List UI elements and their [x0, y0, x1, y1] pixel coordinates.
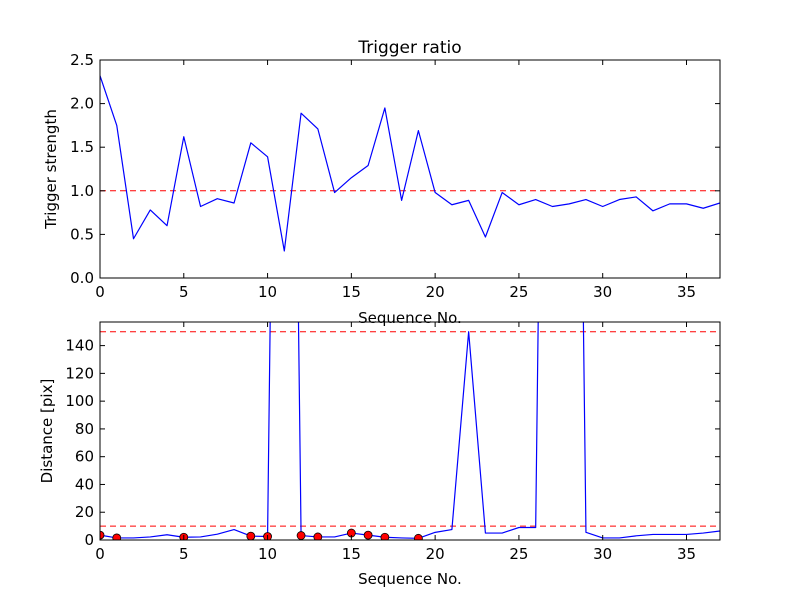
y-tick-label: 40	[75, 475, 94, 493]
x-tick-label: 15	[342, 283, 361, 301]
y-tick-label: 1.5	[70, 138, 94, 156]
x-tick-label: 15	[342, 545, 361, 563]
data-point	[380, 532, 390, 540]
y-tick-label: 20	[75, 503, 94, 521]
data-point	[100, 530, 105, 540]
data-point	[112, 533, 122, 540]
axes-frame	[99, 59, 721, 279]
y-tick-label: 120	[65, 364, 94, 382]
x-tick-label: 10	[258, 545, 277, 563]
y-tick-label: 2.0	[70, 95, 94, 113]
chart-title: Trigger ratio	[357, 38, 461, 58]
distance-chart: 0 5 10 15 20 25 30 35 0 20 40 60 80 100 120 140 Sequenc…	[38, 321, 721, 588]
y-tick-label: 0	[84, 531, 94, 549]
x-tick-label: 25	[509, 545, 528, 563]
x-tick-label: 30	[593, 283, 612, 301]
y-axis-label: Trigger strength	[42, 109, 60, 230]
x-tick-label: 5	[179, 545, 189, 563]
y-tick-label: 140	[65, 337, 94, 355]
x-tick-label: 5	[179, 283, 189, 301]
x-tick-label: 0	[95, 283, 105, 301]
x-tick-label: 35	[677, 545, 696, 563]
y-tick-label: 1.0	[70, 182, 94, 200]
plot-area	[100, 322, 720, 540]
data-point	[246, 531, 256, 540]
data-point	[296, 531, 306, 540]
data-point	[363, 530, 373, 540]
y-tick-label: 80	[75, 420, 94, 438]
x-tick-label: 30	[593, 545, 612, 563]
y-axis-label: Distance [pix]	[38, 379, 56, 484]
data-point	[313, 532, 323, 540]
tick-group: 0 5 10 15 20 25 30 35 0 20 40 60 80 100 120 140	[65, 322, 720, 563]
data-point	[413, 533, 423, 540]
y-tick-label: 0.5	[70, 225, 94, 243]
trigger-ratio-chart: Trigger ratio 0 5 10 15 20 25 30 35 0.0 0.5 1.0 1.5…	[42, 38, 721, 327]
x-axis-label: Sequence No.	[358, 570, 462, 588]
x-tick-label: 25	[509, 283, 528, 301]
series-line-0	[100, 322, 720, 539]
tick-group: 0 5 10 15 20 25 30 35 0.0 0.5 1.0 1.5 2.0 2.5	[70, 51, 720, 301]
axes-frame	[99, 321, 721, 541]
x-tick-label: 35	[677, 283, 696, 301]
y-tick-label: 0.0	[70, 269, 94, 287]
y-tick-label: 60	[75, 448, 94, 466]
x-tick-label: 10	[258, 283, 277, 301]
x-tick-label: 20	[426, 283, 445, 301]
series-line-0	[100, 75, 720, 252]
plot-area	[100, 75, 720, 252]
x-axis-label: Sequence No.	[358, 309, 462, 327]
y-tick-label: 2.5	[70, 51, 94, 69]
x-tick-label: 20	[426, 545, 445, 563]
y-tick-label: 100	[65, 392, 94, 410]
x-tick-label: 0	[95, 545, 105, 563]
